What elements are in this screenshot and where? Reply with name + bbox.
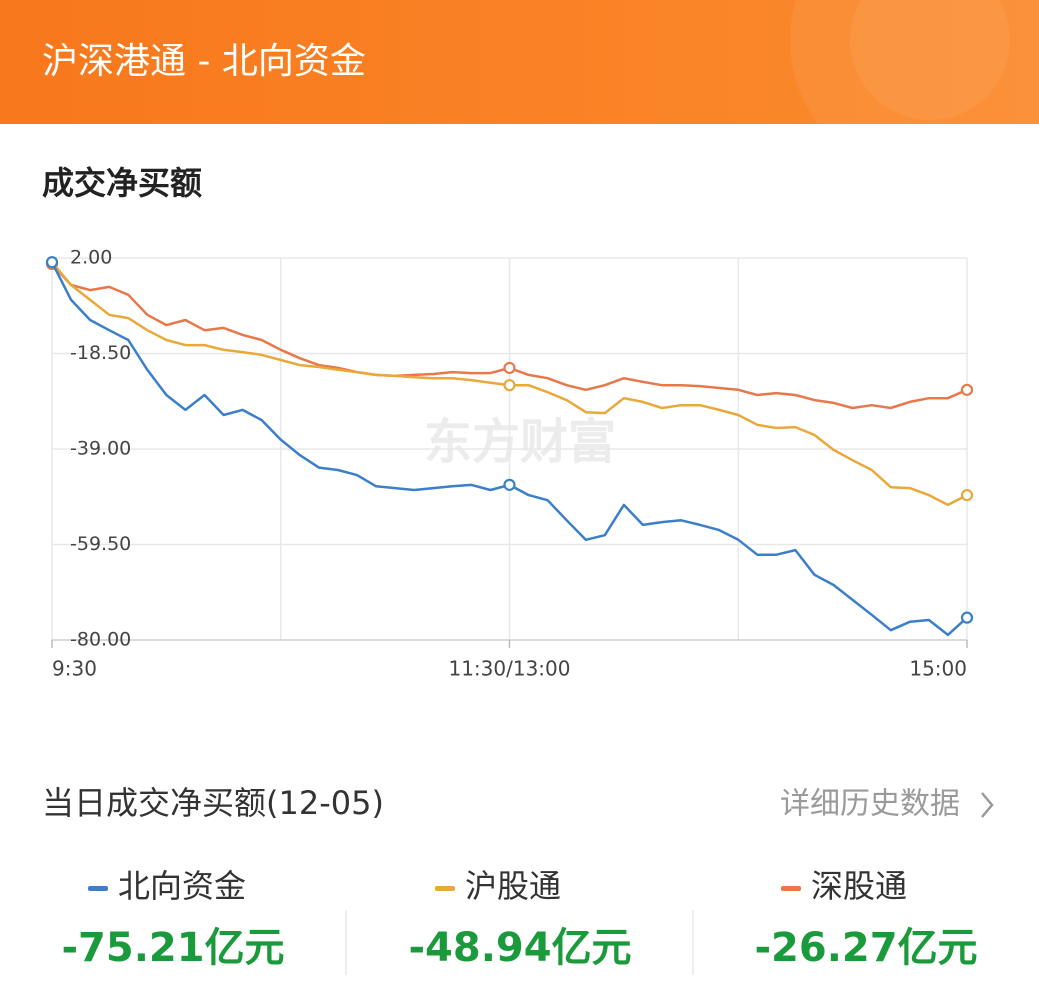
header-bar [0, 0, 1039, 124]
x-tick-label: 15:00 [909, 657, 967, 681]
header-decoration [850, 0, 1010, 120]
point-marker [45, 256, 59, 269]
watermark: 东方财富 [424, 414, 616, 470]
y-tick-label: -39.00 [70, 438, 131, 460]
legend-label: 沪股通 [465, 867, 561, 905]
point-marker [960, 611, 974, 624]
legend-item: 深股通 [781, 867, 907, 905]
legend-swatch [88, 886, 108, 891]
legend-swatch [781, 886, 801, 891]
summary-title: 当日成交净买额(12-05) [42, 784, 384, 822]
section-title: 成交净买额 [42, 164, 202, 202]
chart: 2.00 -18.50 -39.00 -59.50 -80.00 9:30 11:30/13… [45, 247, 974, 681]
y-tick-label: 2.00 [70, 247, 112, 269]
header-decoration [790, 0, 1039, 180]
y-tick-label: -80.00 [70, 629, 131, 651]
history-link[interactable]: 详细历史数据 [780, 787, 960, 822]
point-marker [960, 383, 974, 396]
point-marker [503, 478, 516, 491]
y-tick-label: -18.50 [70, 342, 131, 364]
x-tick-label: 11:30/13:00 [448, 657, 570, 681]
chevron-icon[interactable] [981, 792, 994, 818]
legend-item: 北向资金 [88, 867, 246, 905]
legend-label: 北向资金 [118, 867, 246, 905]
summary: 北向资金 -75.21亿元 沪股通 -48.94亿元 深股通 -26.27亿元 [61, 867, 977, 971]
legend-label: 深股通 [811, 867, 907, 905]
header-title: 沪深港通 - 北向资金 [42, 41, 366, 82]
legend-swatch [435, 886, 455, 891]
legend-item: 沪股通 [435, 867, 561, 905]
summary-value: -48.94亿元 [408, 925, 631, 971]
summary-value: -26.27亿元 [754, 925, 977, 971]
point-marker [503, 361, 516, 375]
point-marker [960, 489, 974, 502]
y-tick-label: -59.50 [70, 533, 131, 555]
x-tick-label: 9:30 [52, 657, 97, 681]
point-marker [503, 379, 516, 392]
summary-value: -75.21亿元 [61, 925, 284, 971]
